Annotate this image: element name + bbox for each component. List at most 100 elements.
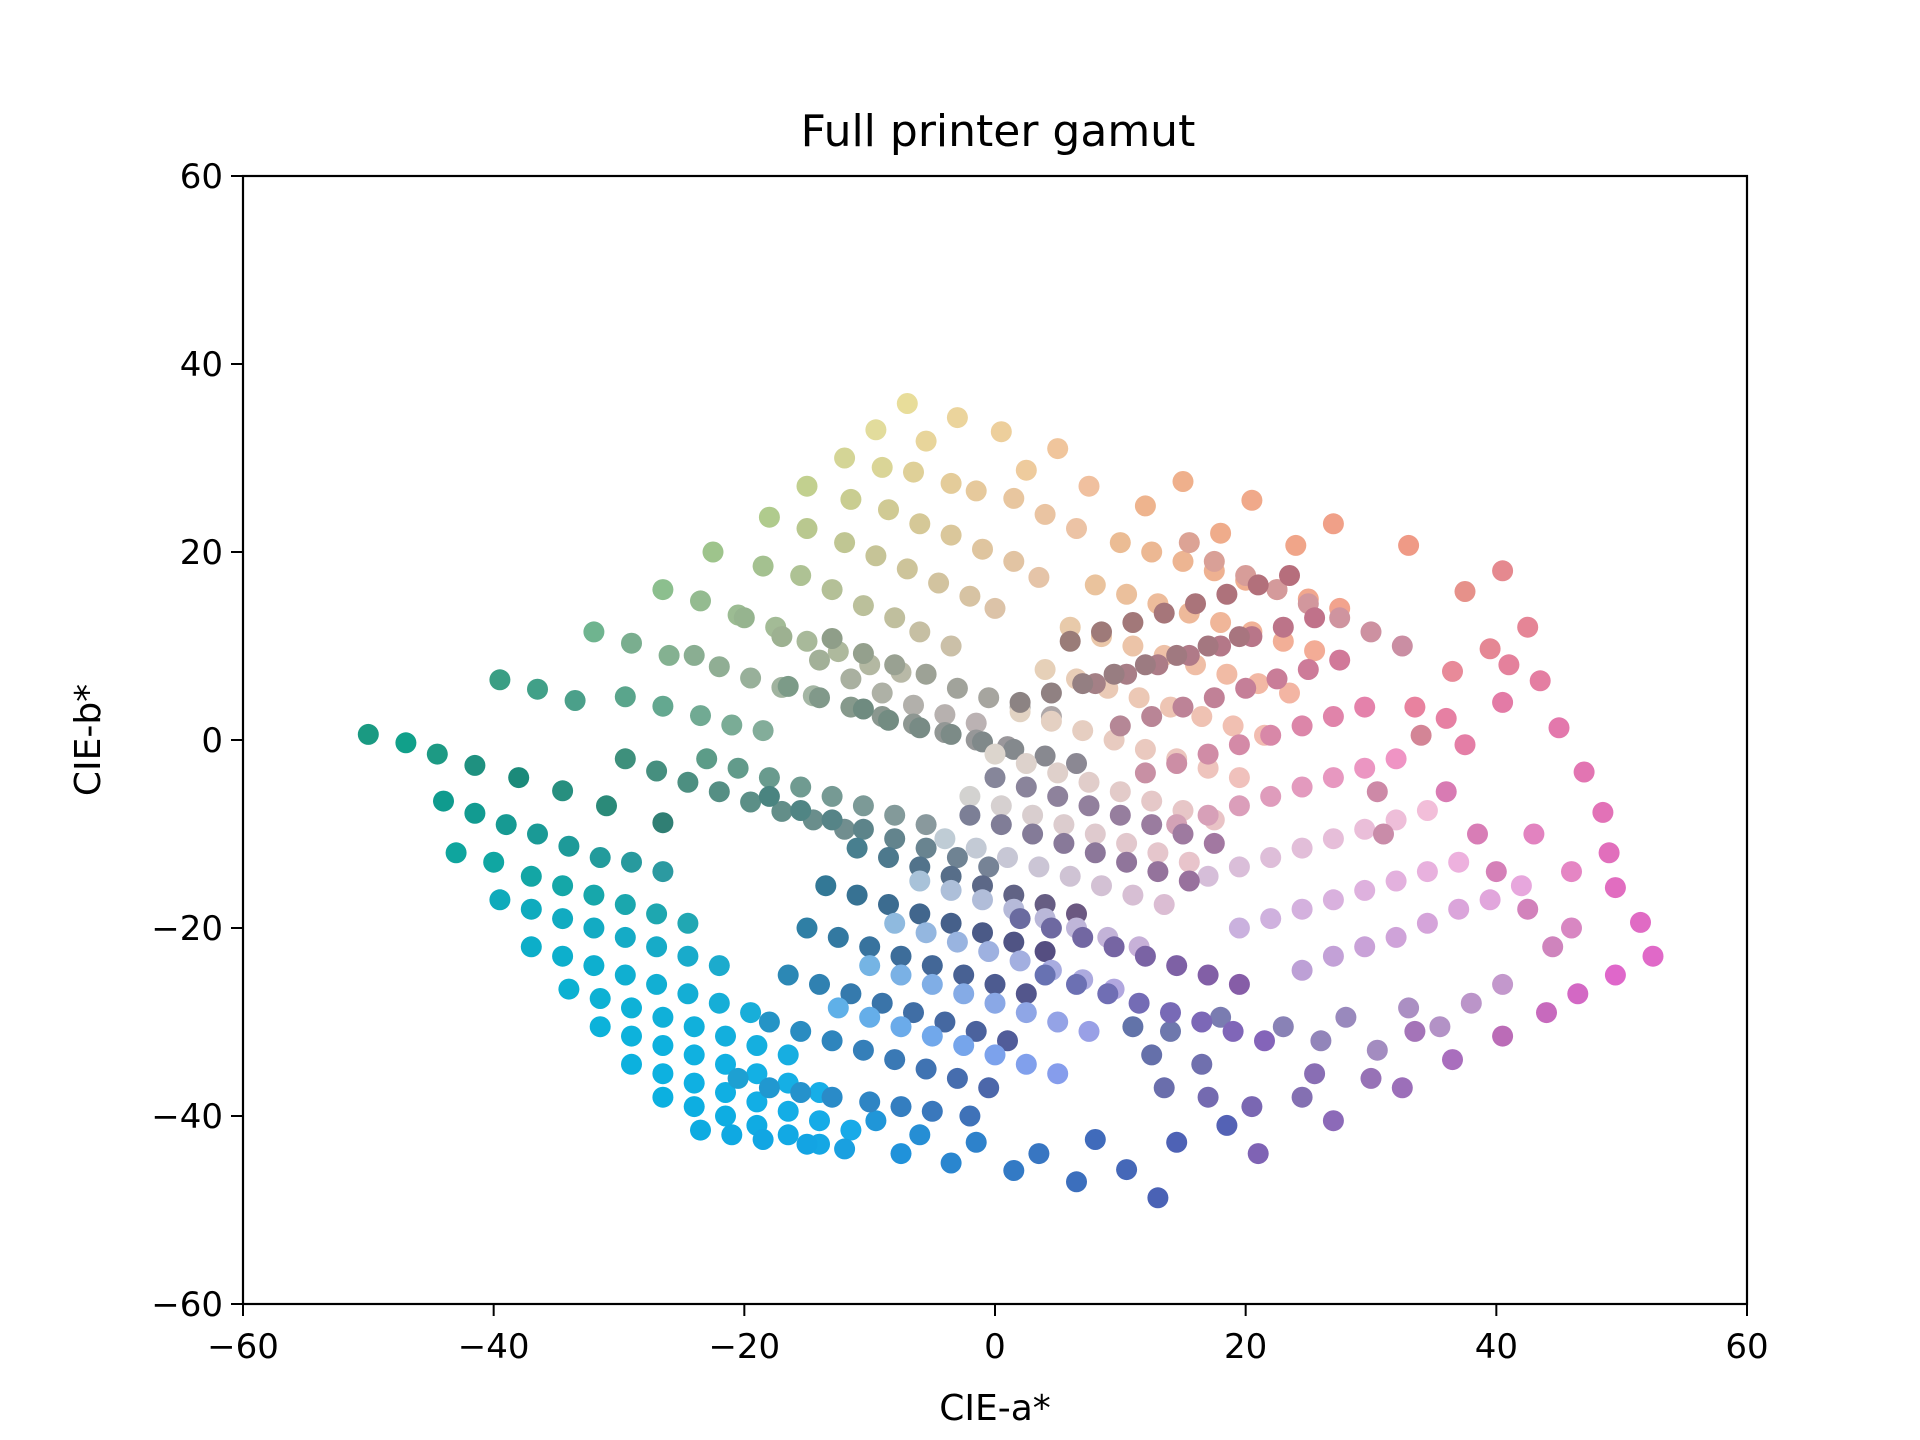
data-point <box>1517 898 1539 920</box>
x-axis-ticks: −60 −40 −20 0 20 40 60 <box>207 1304 1769 1367</box>
points-layer <box>357 393 1664 1209</box>
data-point <box>677 983 699 1005</box>
data-point <box>796 1133 818 1155</box>
data-point <box>1022 804 1044 826</box>
data-point <box>909 717 931 739</box>
data-point <box>1410 724 1432 746</box>
data-point <box>1329 649 1351 671</box>
data-point <box>1536 1002 1557 1024</box>
data-point <box>890 1016 912 1038</box>
data-point <box>1028 566 1050 588</box>
data-point <box>934 1011 956 1033</box>
data-point <box>1003 738 1025 760</box>
data-point <box>821 785 843 807</box>
data-point <box>357 723 379 745</box>
data-point <box>708 955 730 977</box>
data-point <box>1404 696 1426 718</box>
x-axis-label: CIE-a* <box>939 1388 1051 1429</box>
x-tick-label: 40 <box>1475 1327 1518 1367</box>
data-point <box>1078 475 1100 497</box>
data-point <box>721 714 743 736</box>
data-point <box>884 912 906 934</box>
y-tick-label: 60 <box>180 157 223 197</box>
data-point <box>1109 781 1131 803</box>
data-point <box>777 675 799 697</box>
data-point <box>1642 945 1664 967</box>
data-point <box>1398 534 1420 556</box>
data-point <box>752 1129 774 1150</box>
data-point <box>915 837 937 859</box>
data-point <box>1172 696 1194 718</box>
data-point <box>690 705 711 727</box>
data-point <box>834 447 856 469</box>
data-point <box>1416 912 1438 934</box>
data-point <box>1015 459 1037 481</box>
data-point <box>1604 964 1626 986</box>
data-point <box>1047 785 1069 807</box>
data-point <box>1084 823 1106 845</box>
data-point <box>1147 861 1169 883</box>
data-point <box>1510 875 1532 897</box>
data-point <box>1028 856 1050 878</box>
data-point <box>508 767 530 789</box>
data-point <box>758 767 780 789</box>
data-point <box>1059 630 1081 652</box>
data-point <box>1322 513 1344 535</box>
data-point <box>790 1020 812 1042</box>
data-point <box>1153 1077 1175 1099</box>
data-point <box>1360 1067 1382 1089</box>
data-point <box>520 898 542 920</box>
data-point <box>758 1011 780 1033</box>
data-point <box>1322 945 1344 967</box>
data-point <box>1479 638 1501 660</box>
data-point <box>1166 955 1188 977</box>
data-point <box>809 687 830 709</box>
data-point <box>827 997 849 1019</box>
data-point <box>1435 781 1457 803</box>
data-point <box>1304 1063 1326 1085</box>
data-point <box>990 421 1012 443</box>
data-point <box>1072 673 1094 695</box>
data-point <box>1028 1143 1050 1165</box>
data-point <box>1416 861 1438 883</box>
data-point <box>1134 654 1156 676</box>
data-point <box>1492 1025 1514 1047</box>
data-point <box>683 1044 705 1066</box>
data-point <box>984 992 1006 1014</box>
data-point <box>464 802 486 824</box>
data-point <box>1442 660 1463 682</box>
data-point <box>740 791 762 813</box>
data-point <box>1222 715 1244 737</box>
data-point <box>1034 659 1056 680</box>
data-point <box>1047 1063 1069 1085</box>
data-point <box>652 812 674 834</box>
data-point <box>1391 1077 1413 1099</box>
data-point <box>909 870 931 892</box>
data-point <box>1228 734 1250 756</box>
data-point <box>1354 936 1376 958</box>
data-point <box>852 1039 874 1061</box>
data-point <box>583 884 605 906</box>
data-point <box>1291 715 1313 737</box>
data-point <box>683 1016 705 1038</box>
data-point <box>564 690 586 711</box>
data-point <box>959 585 981 607</box>
data-point <box>946 931 968 953</box>
data-point <box>934 828 956 850</box>
data-point <box>809 649 830 671</box>
data-point <box>852 795 874 817</box>
data-point <box>552 945 574 967</box>
data-point <box>1197 1086 1219 1108</box>
data-point <box>690 590 711 612</box>
data-point <box>652 1035 674 1056</box>
data-point <box>733 607 755 629</box>
data-point <box>903 1002 924 1024</box>
data-point <box>1354 757 1376 779</box>
data-point <box>683 644 705 666</box>
data-point <box>965 480 987 502</box>
data-point <box>583 917 605 939</box>
x-tick-label: −40 <box>458 1327 530 1367</box>
data-point <box>652 579 674 601</box>
data-point <box>1047 1011 1069 1033</box>
data-point <box>1197 964 1219 986</box>
